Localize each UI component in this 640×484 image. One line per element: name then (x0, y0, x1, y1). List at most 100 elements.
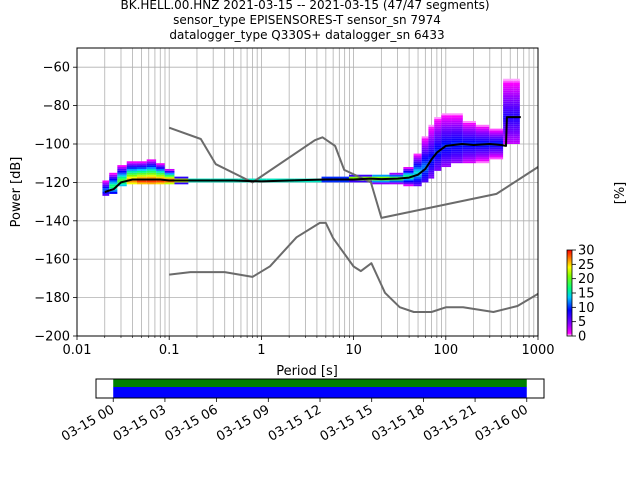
density-cell (462, 147, 476, 150)
y-tick-label: −160 (34, 253, 70, 268)
density-cell (503, 124, 514, 127)
density-cell (513, 124, 520, 127)
density-cell (403, 170, 414, 173)
density-cell (164, 170, 175, 173)
colorbar-tick-label: 20 (578, 272, 595, 287)
density-cell (126, 161, 137, 164)
coverage-tick-label: 03-15 06 (162, 402, 220, 444)
density-cell (462, 161, 476, 164)
density-cell (117, 178, 127, 181)
density-cell (421, 144, 429, 146)
density-cell (513, 119, 520, 121)
mean-psd-line (104, 116, 521, 193)
density-cell (428, 130, 435, 133)
density-cell (434, 140, 442, 143)
density-cell (462, 124, 476, 127)
density-cell (441, 130, 452, 133)
density-cell (109, 172, 118, 175)
density-cell (372, 180, 390, 183)
density-cell (503, 103, 514, 106)
density-cell (421, 140, 429, 143)
density-cell (462, 128, 476, 131)
density-cell (428, 155, 435, 158)
density-cell (421, 172, 429, 175)
density-cell (513, 138, 520, 141)
density-cell (503, 107, 514, 110)
density-cell (451, 147, 463, 150)
density-cell (503, 140, 514, 143)
density-cell (136, 182, 147, 185)
density-cell (503, 97, 514, 100)
density-cell (156, 168, 165, 171)
density-cell (434, 145, 442, 148)
density-cell (136, 168, 147, 171)
density-cell (421, 170, 429, 173)
density-cell (513, 111, 520, 114)
density-cell (421, 174, 429, 177)
density-cell (503, 119, 514, 121)
density-cell (126, 167, 137, 169)
density-cell (117, 174, 127, 177)
density-cell (503, 88, 514, 91)
density-cell (321, 180, 349, 183)
density-cell (434, 168, 442, 171)
density-cell (413, 161, 422, 164)
density-cell (503, 78, 514, 81)
density-cell (421, 153, 429, 156)
density-cell (428, 136, 435, 139)
density-cell (413, 176, 422, 179)
density-cell (441, 153, 452, 156)
density-cell (503, 132, 514, 135)
density-cell (117, 170, 127, 173)
density-cell (403, 167, 414, 169)
density-cell (513, 82, 520, 85)
density-cell (428, 132, 435, 135)
density-cell (451, 157, 463, 160)
density-cell (109, 182, 118, 185)
density-cell (451, 153, 463, 156)
density-cell (146, 163, 157, 166)
density-cell (413, 168, 422, 171)
density-cell (146, 172, 157, 175)
density-cell (475, 130, 490, 133)
density-cell (489, 155, 504, 158)
y-tick-label: −120 (34, 176, 70, 191)
density-cell (421, 149, 429, 152)
density-cell (428, 140, 435, 143)
density-cell (428, 172, 435, 175)
density-cell (451, 151, 463, 154)
density-cell (434, 122, 442, 125)
density-cell (372, 176, 390, 179)
density-cell (475, 147, 490, 150)
coverage-tick-label: 03-15 09 (214, 402, 272, 444)
density-cell (428, 138, 435, 141)
x-axis-label: Period [s] (276, 364, 338, 379)
density-cell (146, 167, 157, 169)
density-cell (428, 145, 435, 148)
x-tick-label: 10 (345, 343, 362, 358)
coverage-tick-label: 03-15 18 (369, 402, 427, 444)
density-cell (513, 80, 520, 83)
density-cell (441, 115, 452, 118)
x-axis: 0.01 0.1 1 10 100 1000 (63, 336, 555, 358)
density-cell (156, 180, 165, 183)
density-cell (441, 136, 452, 139)
density-cell (428, 134, 435, 137)
coverage-tick-label: 03-15 00 (59, 402, 117, 444)
y-tick-label: −140 (34, 214, 70, 229)
density-cell (403, 168, 414, 171)
density-cell (164, 182, 175, 185)
density-cell (462, 126, 476, 129)
density-cell (441, 145, 452, 148)
coverage-data-bar (113, 387, 527, 398)
density-cell (389, 180, 404, 183)
figure-title: BK.HELL.00.HNZ 2021-03-15 -- 2021-03-15 … (120, 0, 489, 42)
density-cell (102, 182, 110, 185)
density-cell (117, 167, 127, 169)
density-cell (109, 186, 118, 189)
density-cell (451, 119, 463, 121)
density-cell (441, 142, 452, 144)
density-cell (441, 159, 452, 162)
density-cell (109, 190, 118, 192)
